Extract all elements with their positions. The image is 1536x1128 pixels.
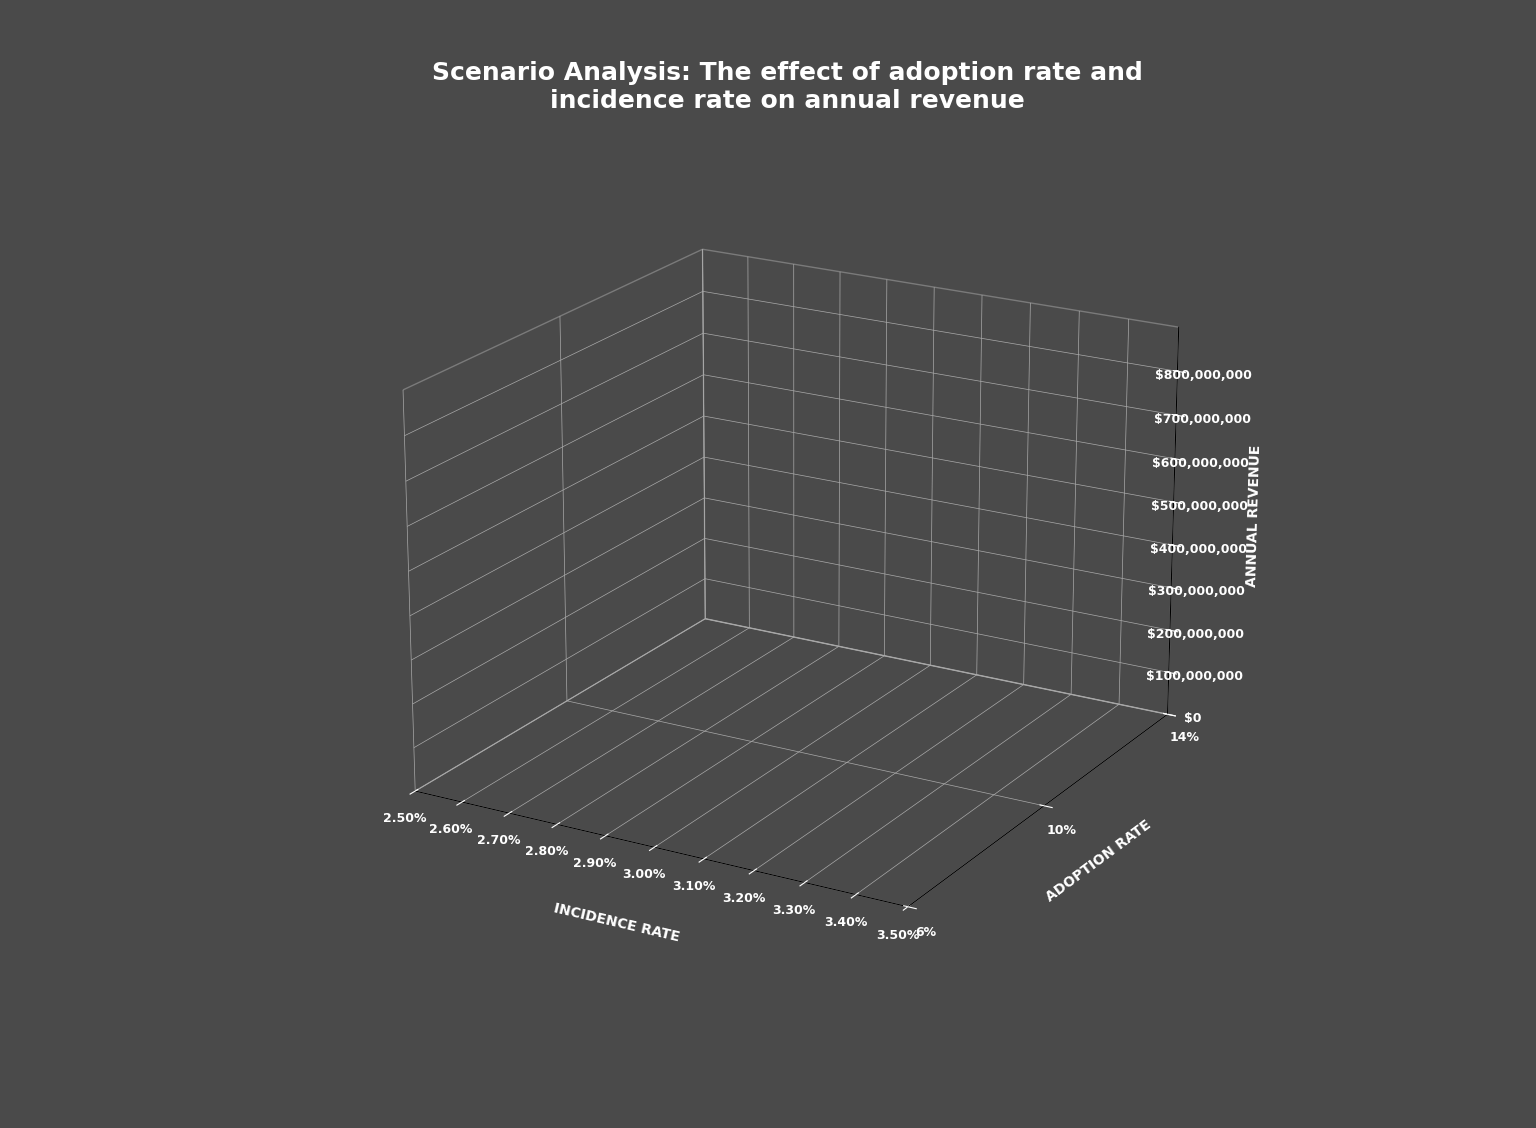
Y-axis label: ADOPTION RATE: ADOPTION RATE — [1044, 818, 1154, 905]
X-axis label: INCIDENCE RATE: INCIDENCE RATE — [551, 901, 680, 945]
Title: Scenario Analysis: The effect of adoption rate and
incidence rate on annual reve: Scenario Analysis: The effect of adoptio… — [432, 61, 1143, 113]
